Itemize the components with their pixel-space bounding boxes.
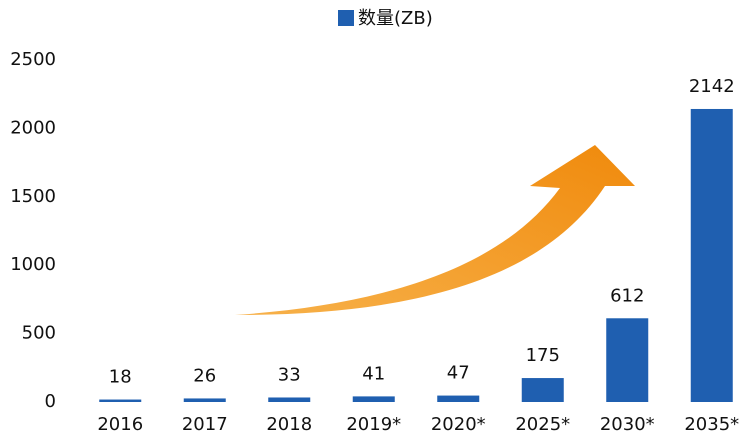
x-tick-label: 2019* bbox=[346, 414, 401, 435]
y-tick-label: 1500 bbox=[10, 186, 56, 207]
data-label: 26 bbox=[193, 365, 216, 386]
bar bbox=[268, 397, 311, 402]
bar bbox=[99, 399, 142, 402]
x-tick-label: 2016 bbox=[97, 414, 143, 435]
legend-label: 数量(ZB) bbox=[358, 8, 433, 29]
y-tick-label: 500 bbox=[22, 323, 56, 344]
data-label: 47 bbox=[447, 363, 470, 384]
data-label: 2142 bbox=[689, 76, 735, 97]
data-label: 18 bbox=[109, 367, 132, 388]
x-tick-label: 2030* bbox=[600, 414, 655, 435]
x-tick-label: 2017 bbox=[182, 414, 228, 435]
bar bbox=[352, 396, 395, 402]
bar bbox=[690, 108, 733, 403]
y-tick-label: 1000 bbox=[10, 254, 56, 275]
y-tick-label: 2500 bbox=[10, 49, 56, 70]
x-tick-label: 2035* bbox=[684, 414, 739, 435]
legend-swatch bbox=[338, 10, 354, 26]
y-tick-label: 0 bbox=[45, 391, 56, 412]
y-tick-label: 2000 bbox=[10, 117, 56, 138]
x-tick-label: 2018 bbox=[266, 414, 312, 435]
bar bbox=[183, 398, 226, 402]
bar bbox=[606, 318, 649, 402]
data-label: 41 bbox=[362, 363, 385, 384]
x-tick-label: 2020* bbox=[431, 414, 486, 435]
trend-arrow bbox=[235, 145, 635, 315]
data-label: 175 bbox=[526, 345, 560, 366]
data-label: 612 bbox=[610, 285, 644, 306]
bar bbox=[437, 395, 480, 402]
data-label: 33 bbox=[278, 364, 301, 385]
bar bbox=[521, 378, 564, 402]
x-tick-label: 2025* bbox=[515, 414, 570, 435]
